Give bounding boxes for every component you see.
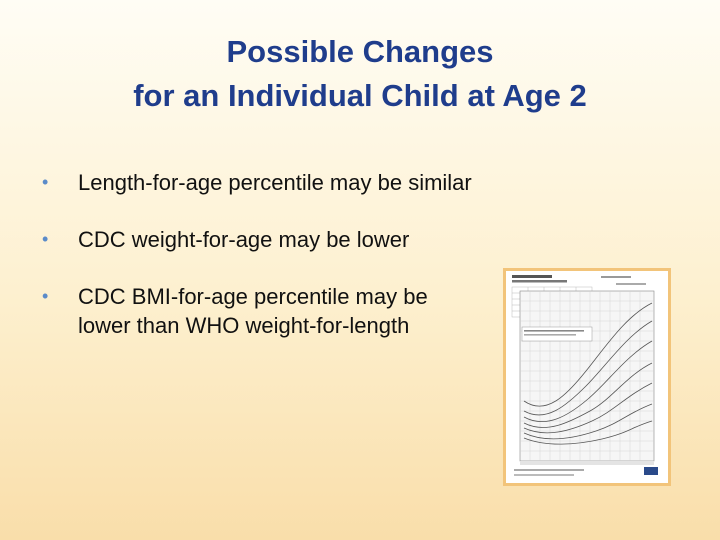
bullet-icon: • [42,229,49,249]
title-line-1: Possible Changes [226,34,494,69]
growth-chart-thumbnail [503,268,671,486]
bullet-item: • CDC weight-for-age may be lower [30,225,490,254]
bullet-text: CDC weight-for-age may be lower [78,227,410,252]
growth-chart-icon [511,275,658,476]
bullet-list: • Length-for-age percentile may be simil… [30,168,490,368]
bullet-item: • Length-for-age percentile may be simil… [30,168,490,197]
bullet-icon: • [42,286,49,306]
bullet-text: Length-for-age percentile may be similar [78,170,472,195]
title-line-2: for an Individual Child at Age 2 [133,78,587,113]
bullet-item: • CDC BMI-for-age percentile may be lowe… [30,282,478,340]
bullet-icon: • [42,172,49,192]
bullet-text: CDC BMI-for-age percentile may be lower … [78,284,428,338]
slide-title: Possible Changes for an Individual Child… [40,30,680,118]
